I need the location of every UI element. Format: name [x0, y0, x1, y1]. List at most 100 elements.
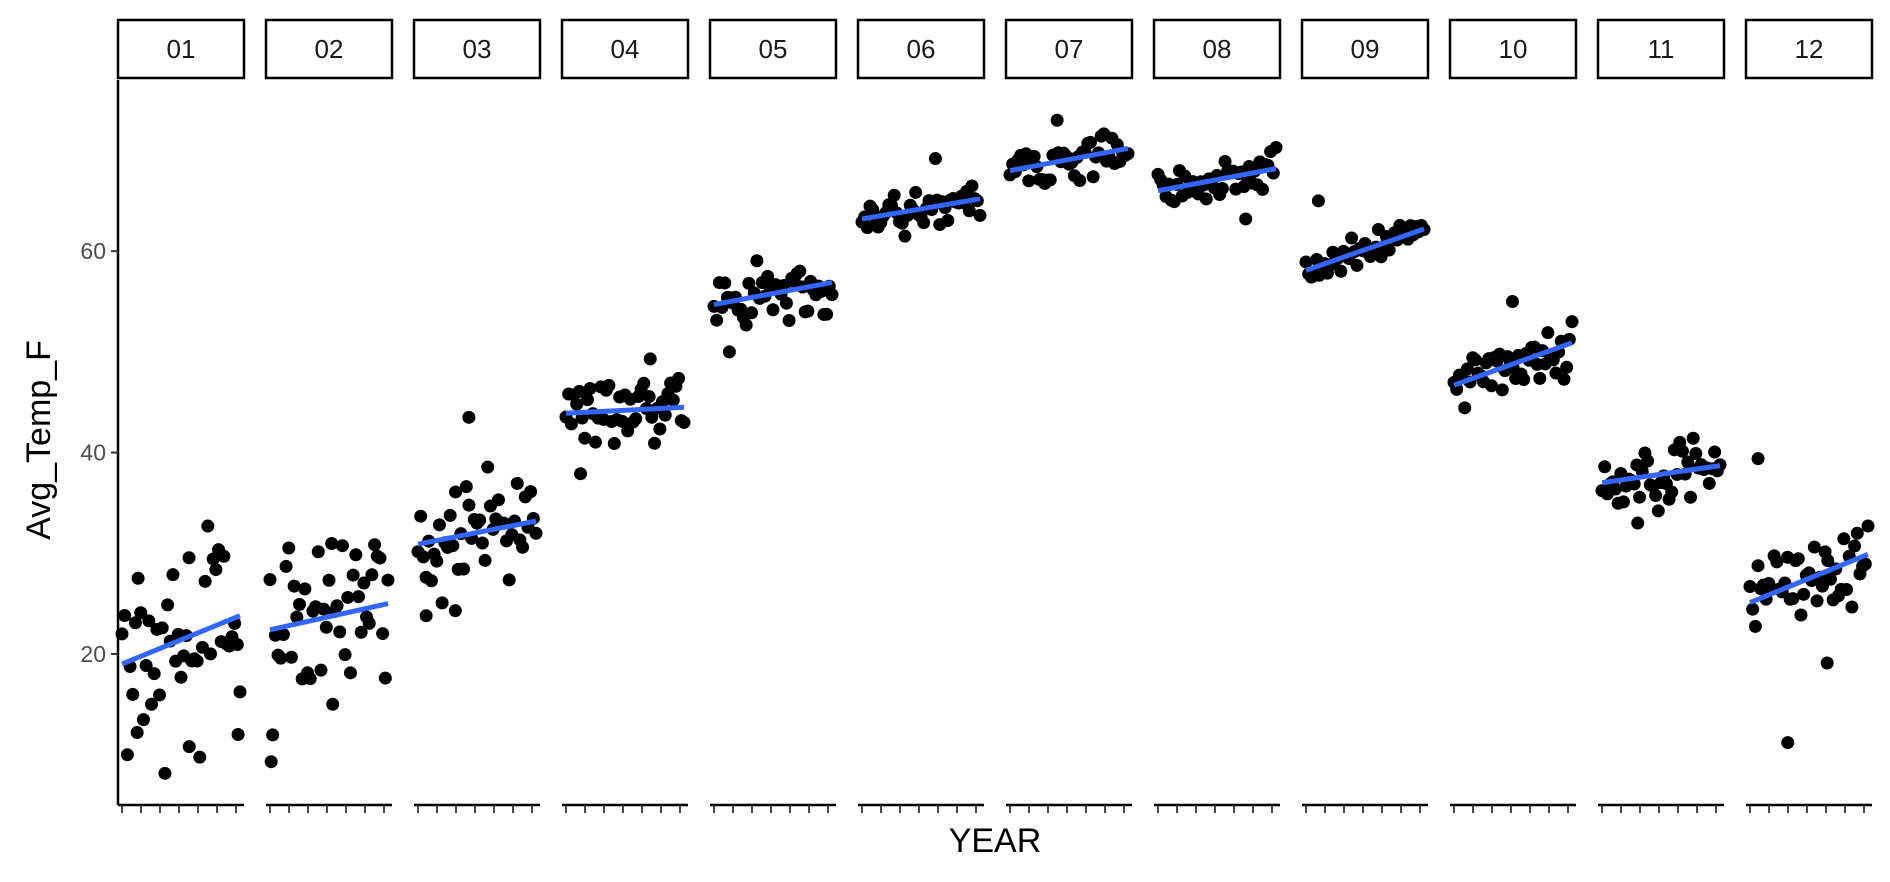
data-point: [1807, 540, 1821, 554]
facet-panel-07: [1003, 113, 1135, 813]
data-point: [201, 519, 215, 533]
data-point: [134, 606, 148, 620]
data-point: [303, 672, 317, 686]
data-point: [153, 688, 167, 702]
data-point: [718, 276, 732, 290]
data-point: [473, 513, 487, 527]
data-point: [182, 551, 196, 565]
data-point: [118, 609, 132, 623]
data-point: [1689, 447, 1703, 461]
data-point: [457, 562, 471, 576]
data-point: [779, 296, 793, 310]
data-point: [653, 422, 667, 436]
facet-strip-box: [708, 18, 838, 80]
data-point: [147, 667, 161, 681]
data-point: [1269, 141, 1283, 155]
data-point: [1565, 315, 1579, 329]
data-point: [1505, 295, 1519, 309]
data-point: [449, 485, 463, 499]
data-point: [446, 539, 460, 553]
data-point: [459, 480, 473, 494]
data-point: [1794, 608, 1808, 622]
data-point: [352, 590, 365, 604]
data-point: [1681, 455, 1695, 469]
data-point: [1751, 559, 1765, 573]
data-point: [1631, 516, 1645, 530]
data-point: [1751, 452, 1765, 466]
facet-strip-label: 09: [1351, 34, 1380, 64]
data-point: [326, 697, 340, 711]
data-point: [782, 313, 796, 327]
data-point: [279, 559, 293, 573]
facet-panel-09: [1299, 194, 1431, 813]
data-point: [643, 352, 657, 366]
data-point: [435, 596, 449, 610]
data-point: [580, 393, 594, 407]
scatter-points: [855, 152, 987, 243]
data-point: [128, 616, 142, 630]
data-point: [1022, 174, 1036, 188]
data-point: [349, 548, 363, 562]
facet-panel-08: [1151, 141, 1283, 813]
data-point: [1770, 555, 1784, 569]
trend-line: [861, 196, 981, 222]
data-point: [362, 616, 376, 630]
data-point: [314, 663, 328, 677]
data-point: [1649, 489, 1663, 503]
trend-line: [1157, 166, 1277, 194]
facet-panel-12: [1743, 452, 1875, 813]
data-point: [739, 318, 753, 332]
data-point: [190, 654, 204, 668]
facet-strip-12: 12: [1744, 18, 1874, 80]
data-point: [1517, 373, 1531, 387]
data-point: [1393, 218, 1407, 232]
facet-strip-box: [1152, 18, 1282, 80]
data-point: [209, 563, 223, 577]
data-point: [357, 576, 371, 590]
data-point: [917, 216, 931, 230]
data-point: [1665, 485, 1679, 499]
trend-line: [417, 518, 537, 547]
data-point: [231, 728, 245, 742]
facet-strip-label: 03: [463, 34, 492, 64]
data-point: [217, 549, 231, 563]
data-point: [637, 376, 651, 390]
facet-strip-10: 10: [1448, 18, 1578, 80]
trend-line: [121, 613, 241, 667]
data-point: [462, 410, 476, 424]
facet-panel-03: [411, 410, 543, 813]
data-point: [1840, 582, 1854, 596]
data-point: [263, 573, 277, 587]
facet-panel-04: [559, 352, 691, 813]
data-point: [155, 621, 169, 635]
data-point: [120, 748, 134, 762]
data-point: [825, 288, 839, 302]
data-point: [330, 599, 344, 613]
facet-strip-03: 03: [412, 18, 542, 80]
facet-strip-01: 01: [116, 18, 246, 80]
facet-strip-box: [1744, 18, 1874, 80]
data-point: [1468, 353, 1482, 367]
data-point: [481, 460, 495, 474]
data-point: [230, 638, 244, 652]
data-point: [1334, 264, 1348, 278]
data-point: [158, 766, 172, 780]
data-point: [182, 740, 196, 754]
data-point: [1450, 382, 1464, 396]
scatter-points: [707, 254, 839, 359]
data-point: [928, 152, 942, 166]
scatter-points: [1447, 295, 1579, 415]
data-point: [290, 610, 304, 624]
data-point: [1215, 182, 1229, 196]
data-point: [462, 498, 476, 512]
data-point: [666, 393, 680, 407]
data-point: [1746, 602, 1760, 616]
data-point: [131, 571, 145, 585]
data-point: [1845, 600, 1859, 614]
scatter-points: [1743, 452, 1875, 750]
data-point: [341, 590, 355, 604]
facet-strip-box: [1596, 18, 1726, 80]
facet-strip-label: 12: [1795, 34, 1824, 64]
x-axis-title: YEAR: [949, 822, 1042, 860]
data-point: [529, 526, 543, 540]
